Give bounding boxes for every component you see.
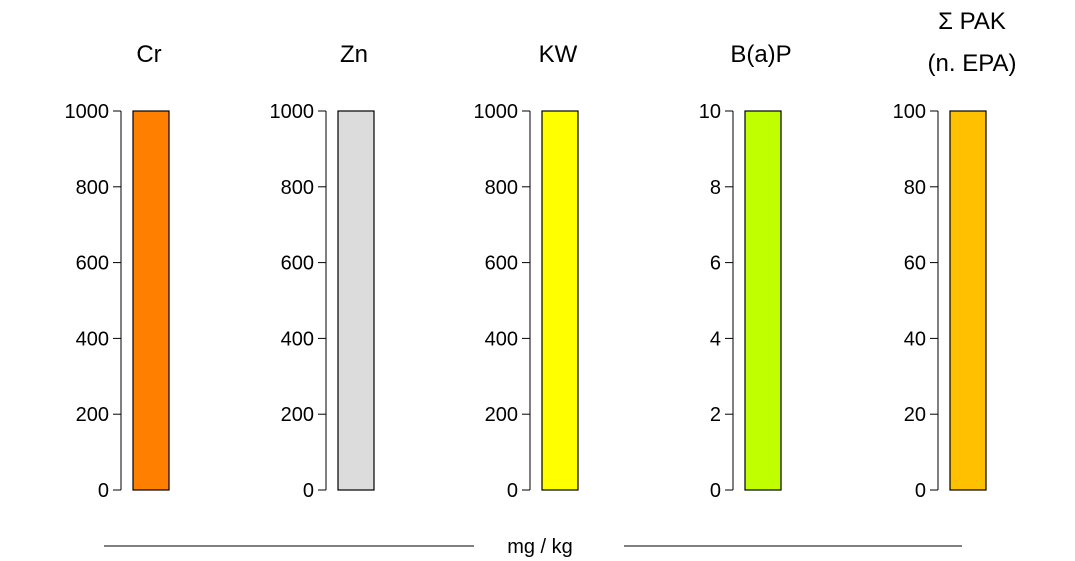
y-tick-label: 20 — [904, 404, 926, 426]
y-tick-label: 1000 — [270, 101, 315, 123]
chart-panel-1: 0 200 400 600 800 1000 Cr — [65, 41, 170, 502]
y-tick-label: 400 — [281, 328, 314, 350]
y-tick-label: 1000 — [474, 101, 519, 123]
unit-label: mg / kg — [507, 536, 573, 558]
y-tick-label: 800 — [485, 177, 518, 199]
y-tick-label: 2 — [710, 404, 721, 426]
chart-panel-3: 0 200 400 600 800 1000 KW — [474, 41, 579, 502]
bar — [132, 110, 170, 491]
panel-title: Cr — [136, 41, 161, 68]
bar — [337, 110, 375, 491]
y-tick-label: 8 — [710, 177, 721, 199]
panel-title: (n. EPA) — [928, 50, 1017, 77]
y-tick-label: 0 — [915, 480, 926, 502]
chart-panel-5: 0 20 40 60 80 100 Σ PAK (n. EPA) — [893, 8, 1017, 502]
y-tick-label: 40 — [904, 328, 926, 350]
chart-panel-4: 0 2 4 6 8 10 B(a)P — [699, 41, 792, 502]
y-tick-label: 60 — [904, 253, 926, 275]
y-tick-label: 200 — [76, 404, 109, 426]
y-tick-label: 80 — [904, 177, 926, 199]
y-tick-label: 600 — [281, 253, 314, 275]
panel-title: KW — [539, 41, 578, 68]
bar — [744, 110, 782, 491]
y-tick-label: 0 — [98, 480, 109, 502]
y-tick-label: 0 — [507, 480, 518, 502]
y-tick-label: 10 — [699, 101, 721, 123]
y-tick-label: 800 — [76, 177, 109, 199]
y-tick-label: 4 — [710, 328, 721, 350]
y-tick-label: 0 — [710, 480, 721, 502]
y-tick-label: 200 — [281, 404, 314, 426]
y-tick-label: 600 — [485, 253, 518, 275]
y-tick-label: 6 — [710, 253, 721, 275]
y-tick-label: 400 — [76, 328, 109, 350]
panel-title: B(a)P — [730, 41, 791, 68]
bar — [541, 110, 579, 491]
y-tick-label: 800 — [281, 177, 314, 199]
chart-panel-2: 0 200 400 600 800 1000 Zn — [270, 41, 375, 502]
y-tick-label: 400 — [485, 328, 518, 350]
bar — [949, 110, 987, 491]
y-tick-label: 200 — [485, 404, 518, 426]
chart-panels: 02004006008001000Cr02004006008001000Zn02… — [65, 8, 1017, 502]
y-tick-label: 100 — [893, 101, 926, 123]
y-tick-label: 0 — [303, 480, 314, 502]
panel-title: Σ PAK — [938, 8, 1006, 35]
panel-title: Zn — [340, 41, 368, 68]
y-tick-label: 1000 — [65, 101, 110, 123]
y-tick-label: 600 — [76, 253, 109, 275]
